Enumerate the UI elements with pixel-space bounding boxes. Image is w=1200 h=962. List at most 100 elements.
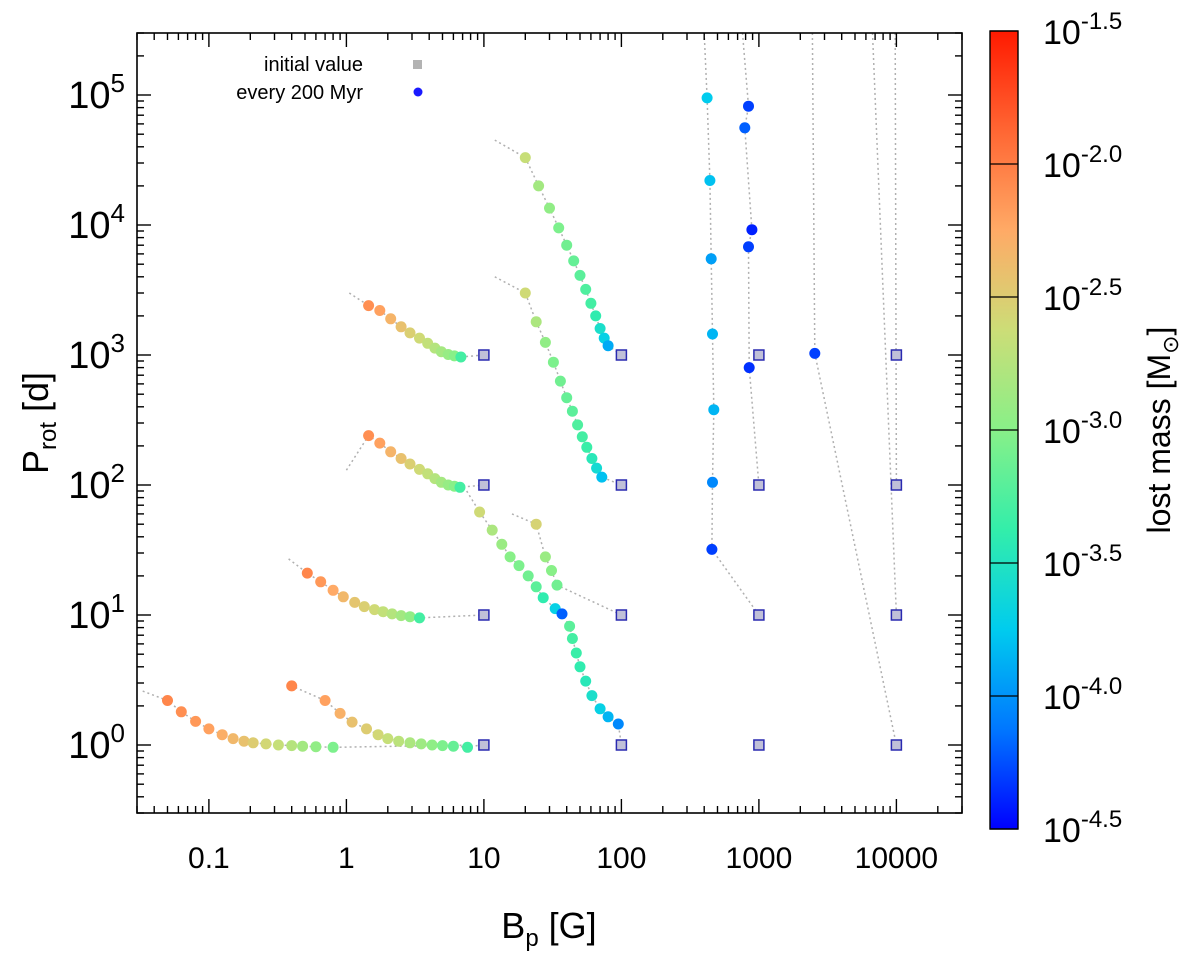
data-point-B10-P10-12 bbox=[447, 740, 459, 752]
data-point-B1000-P100-2 bbox=[746, 224, 758, 236]
data-point-B100-P1-15 bbox=[586, 690, 598, 702]
x-tick-label: 10000 bbox=[855, 842, 938, 875]
y-tick-label: 104 bbox=[68, 198, 125, 247]
data-point-B10-P1000-mid-3 bbox=[395, 453, 407, 464]
data-point-B100-P100-5 bbox=[561, 392, 573, 404]
x-tick-label: 0.1 bbox=[188, 842, 230, 875]
data-point-B100-P1-14 bbox=[580, 675, 592, 687]
data-point-B10-P10-9 bbox=[415, 738, 427, 750]
y-axis-label: Prot [d] bbox=[15, 372, 62, 474]
data-point-B10-P100-0 bbox=[301, 567, 313, 579]
legend: initial value every 200 Myr bbox=[236, 54, 423, 104]
initial-value-marker-14 bbox=[890, 479, 903, 491]
data-point-B100-P100-0 bbox=[519, 287, 531, 299]
data-point-B100-P1000-10 bbox=[594, 323, 606, 334]
data-point-B100-P1-17 bbox=[602, 711, 614, 723]
data-point-B100-P1000-7 bbox=[580, 283, 592, 295]
data-point-B100-P10-2 bbox=[546, 565, 557, 576]
data-point-B100-P1000-2 bbox=[544, 202, 555, 214]
data-point-B1000-P10-1 bbox=[704, 175, 716, 186]
data-point-B100-P1-3 bbox=[504, 551, 516, 563]
data-point-B10-P100-8 bbox=[386, 608, 398, 620]
data-point-B10-P100-7 bbox=[377, 606, 389, 618]
data-point-B10-P100-10 bbox=[404, 611, 416, 623]
data-point-B10-P1-5 bbox=[227, 733, 239, 745]
track-line-B10000-P10 bbox=[871, 32, 898, 616]
colorbar-tick-label: 10-2.5 bbox=[1043, 274, 1122, 318]
initial-value-marker-0 bbox=[478, 739, 490, 751]
data-point-B100-P100-1 bbox=[530, 316, 542, 328]
data-point-B10-P1000-top-2 bbox=[385, 313, 397, 325]
data-point-B10-P10-4 bbox=[361, 723, 372, 735]
data-point-B1000-P10-0 bbox=[701, 92, 713, 104]
data-point-B1000-P100-0 bbox=[743, 100, 754, 112]
track-line-B10000-P100 bbox=[894, 32, 898, 486]
data-point-B10-P1-8 bbox=[260, 738, 272, 750]
initial-value-marker-12 bbox=[890, 739, 903, 751]
data-point-B100-P1000-8 bbox=[585, 297, 597, 309]
track-line-B1000-P100 bbox=[741, 32, 760, 486]
initial-value-marker-8 bbox=[753, 739, 765, 751]
data-point-B10-P10-0 bbox=[286, 680, 298, 692]
initial-value-marker-9 bbox=[753, 609, 765, 621]
x-axis-label: Bp [G] bbox=[501, 905, 596, 952]
data-point-B100-P100-7 bbox=[572, 419, 584, 431]
initial-value-marker-4 bbox=[615, 739, 628, 751]
data-point-B10-P1-3 bbox=[203, 723, 215, 735]
colorbar-tick-label: 10-2.0 bbox=[1043, 141, 1122, 185]
data-point-B1000-P10-3 bbox=[707, 328, 718, 340]
data-point-B100-P1-0 bbox=[474, 506, 486, 518]
plot-frame bbox=[136, 32, 963, 814]
y-axis-ticks: 100 101 102 103 104 105 bbox=[68, 32, 962, 814]
data-point-B10-P10-11 bbox=[437, 740, 448, 752]
data-point-B10-P1-12 bbox=[310, 741, 322, 753]
data-point-B100-P1-12 bbox=[570, 647, 582, 659]
data-point-B10-P10-6 bbox=[382, 733, 394, 745]
data-point-B100-P100-2 bbox=[539, 336, 551, 348]
data-point-B10-P100-11 bbox=[414, 612, 425, 624]
data-point-B10-P100-4 bbox=[349, 596, 361, 608]
track-line-B10000-P1 bbox=[811, 32, 898, 746]
colorbar-label: lost mass [M⊙] bbox=[1141, 327, 1183, 534]
initial-value-marker-2 bbox=[478, 479, 490, 491]
data-point-B100-P1000-12 bbox=[602, 340, 614, 352]
initial-value-marker-7 bbox=[615, 349, 628, 361]
data-point-B100-P10-1 bbox=[539, 551, 551, 563]
data-point-B100-P100-4 bbox=[554, 375, 566, 387]
data-point-B10-P10-13 bbox=[462, 741, 473, 753]
legend-square-marker bbox=[413, 60, 422, 69]
track-line-B100-P1000 bbox=[494, 139, 622, 356]
data-point-B100-P100-6 bbox=[566, 405, 578, 417]
y-tick-label: 100 bbox=[68, 718, 125, 767]
data-point-B10-P1000-mid-11 bbox=[454, 481, 466, 493]
data-point-B10-P100-5 bbox=[358, 601, 370, 613]
data-point-B10-P1-2 bbox=[190, 715, 202, 727]
data-point-B100-P100-10 bbox=[586, 453, 598, 464]
data-point-B10-P100-1 bbox=[315, 576, 327, 588]
data-point-B10-P10-7 bbox=[393, 735, 405, 747]
data-point-B1000-P10-4 bbox=[708, 404, 720, 416]
y-tick-label: 105 bbox=[68, 68, 125, 117]
initial-value-marker-1 bbox=[478, 609, 490, 621]
data-point-B100-P1-7 bbox=[537, 592, 549, 604]
data-point-B100-P1-5 bbox=[522, 570, 534, 582]
data-point-B10-P10-5 bbox=[372, 729, 384, 741]
initial-value-markers bbox=[478, 349, 903, 751]
data-point-B100-P1-6 bbox=[530, 581, 542, 593]
data-point-B100-P1000-9 bbox=[590, 310, 602, 322]
data-point-B10-P100-3 bbox=[337, 591, 349, 603]
data-point-B1000-P10-2 bbox=[705, 253, 717, 265]
data-point-B100-P10-0 bbox=[530, 518, 542, 530]
data-point-B10-P1000-mid-0 bbox=[363, 430, 375, 442]
initial-value-marker-11 bbox=[753, 349, 765, 361]
data-point-B100-P1-2 bbox=[496, 538, 508, 550]
data-point-B1000-P100-1 bbox=[739, 122, 751, 134]
data-point-B10-P1000-top-0 bbox=[363, 300, 375, 312]
data-point-B100-P1000-4 bbox=[561, 239, 573, 251]
data-point-B100-P1-13 bbox=[574, 661, 586, 673]
data-point-B100-P1-11 bbox=[566, 633, 578, 644]
initial-value-marker-6 bbox=[615, 479, 628, 491]
colorbar-tick-label: 10-4.5 bbox=[1043, 806, 1122, 850]
